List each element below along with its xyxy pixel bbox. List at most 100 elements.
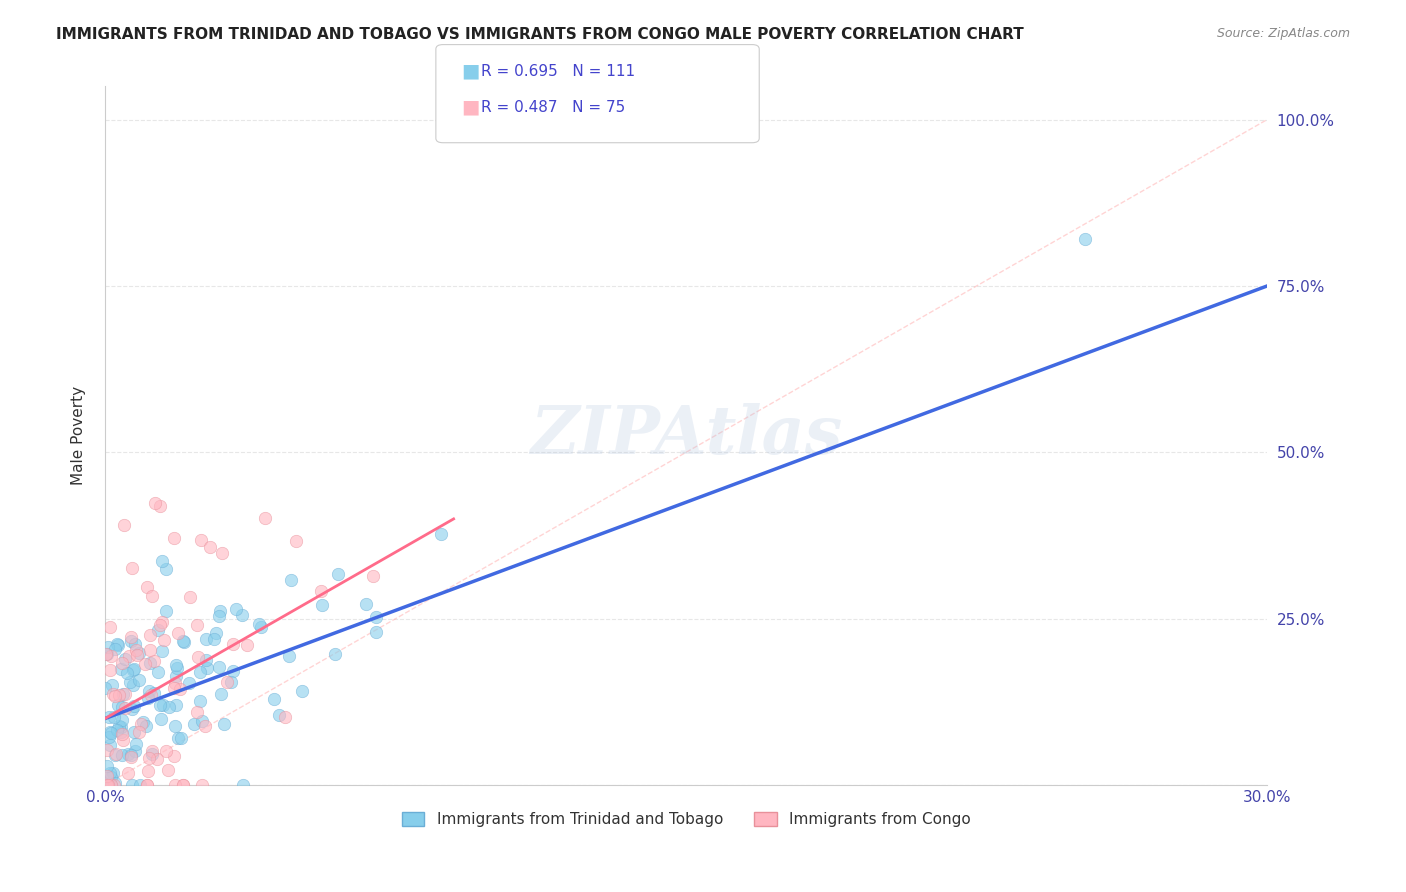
Immigrants from Congo: [149, 499, 172, 513]
Immigrants from Congo: [96, 769, 118, 783]
Immigrants from Congo: [211, 546, 233, 560]
Immigrants from Congo: [104, 689, 127, 703]
Immigrants from Trinidad and Tobago: [249, 620, 271, 634]
Immigrants from Trinidad and Tobago: [121, 702, 143, 716]
Immigrants from Trinidad and Tobago: [163, 718, 186, 732]
Immigrants from Congo: [111, 727, 134, 741]
Immigrants from Trinidad and Tobago: [96, 778, 118, 792]
Immigrants from Trinidad and Tobago: [183, 717, 205, 731]
Immigrants from Congo: [215, 675, 238, 690]
Immigrants from Trinidad and Tobago: [280, 573, 302, 587]
Immigrants from Trinidad and Tobago: [101, 678, 124, 692]
Immigrants from Congo: [198, 540, 221, 554]
Immigrants from Congo: [134, 657, 156, 672]
Immigrants from Trinidad and Tobago: [188, 665, 211, 679]
Immigrants from Trinidad and Tobago: [219, 675, 242, 690]
Immigrants from Trinidad and Tobago: [204, 626, 226, 640]
Immigrants from Congo: [194, 719, 217, 733]
Immigrants from Trinidad and Tobago: [98, 766, 121, 780]
Immigrants from Trinidad and Tobago: [247, 617, 270, 632]
Immigrants from Trinidad and Tobago: [366, 624, 388, 639]
Immigrants from Congo: [165, 676, 187, 690]
Immigrants from Congo: [105, 747, 128, 761]
Immigrants from Trinidad and Tobago: [135, 719, 157, 733]
Immigrants from Trinidad and Tobago: [103, 641, 125, 656]
Immigrants from Trinidad and Tobago: [225, 602, 247, 616]
Immigrants from Trinidad and Tobago: [98, 725, 121, 739]
Immigrants from Congo: [114, 700, 136, 714]
Immigrants from Congo: [141, 744, 163, 758]
Immigrants from Congo: [361, 569, 384, 583]
Immigrants from Trinidad and Tobago: [111, 748, 134, 763]
Immigrants from Trinidad and Tobago: [129, 778, 152, 792]
Immigrants from Trinidad and Tobago: [101, 766, 124, 780]
Immigrants from Trinidad and Tobago: [208, 604, 231, 618]
Immigrants from Congo: [285, 534, 308, 549]
Immigrants from Congo: [166, 625, 188, 640]
Immigrants from Trinidad and Tobago: [122, 662, 145, 676]
Immigrants from Congo: [150, 615, 173, 629]
Immigrants from Trinidad and Tobago: [112, 687, 135, 701]
Immigrants from Trinidad and Tobago: [222, 664, 245, 678]
Immigrants from Trinidad and Tobago: [94, 681, 117, 695]
Immigrants from Trinidad and Tobago: [208, 660, 231, 674]
Immigrants from Congo: [138, 750, 160, 764]
Immigrants from Congo: [110, 657, 132, 671]
Immigrants from Congo: [100, 649, 122, 664]
Immigrants from Congo: [96, 647, 118, 661]
Immigrants from Trinidad and Tobago: [122, 698, 145, 713]
Immigrants from Trinidad and Tobago: [96, 758, 118, 772]
Immigrants from Congo: [108, 688, 131, 702]
Immigrants from Trinidad and Tobago: [100, 726, 122, 740]
Immigrants from Trinidad and Tobago: [190, 694, 212, 708]
Immigrants from Congo: [100, 778, 122, 792]
Immigrants from Congo: [139, 628, 162, 642]
Immigrants from Trinidad and Tobago: [263, 691, 285, 706]
Y-axis label: Male Poverty: Male Poverty: [72, 386, 86, 485]
Immigrants from Trinidad and Tobago: [124, 744, 146, 758]
Immigrants from Trinidad and Tobago: [364, 610, 387, 624]
Immigrants from Congo: [141, 589, 163, 603]
Text: Source: ZipAtlas.com: Source: ZipAtlas.com: [1216, 27, 1350, 40]
Immigrants from Trinidad and Tobago: [104, 776, 127, 790]
Immigrants from Congo: [96, 743, 118, 757]
Immigrants from Trinidad and Tobago: [125, 738, 148, 752]
Immigrants from Trinidad and Tobago: [104, 747, 127, 762]
Immigrants from Trinidad and Tobago: [139, 657, 162, 671]
Immigrants from Congo: [163, 531, 186, 545]
Immigrants from Trinidad and Tobago: [114, 652, 136, 666]
Immigrants from Trinidad and Tobago: [232, 778, 254, 792]
Immigrants from Congo: [96, 778, 118, 792]
Immigrants from Trinidad and Tobago: [328, 566, 350, 581]
Immigrants from Trinidad and Tobago: [111, 700, 134, 714]
Immigrants from Trinidad and Tobago: [107, 698, 129, 712]
Text: ZIPAtlas: ZIPAtlas: [530, 403, 842, 468]
Immigrants from Trinidad and Tobago: [209, 687, 232, 701]
Immigrants from Trinidad and Tobago: [311, 598, 333, 612]
Immigrants from Trinidad and Tobago: [354, 597, 377, 611]
Text: ■: ■: [461, 97, 479, 117]
Immigrants from Congo: [136, 581, 159, 595]
Text: R = 0.695   N = 111: R = 0.695 N = 111: [481, 64, 636, 78]
Immigrants from Trinidad and Tobago: [110, 720, 132, 734]
Immigrants from Trinidad and Tobago: [111, 713, 134, 727]
Immigrants from Congo: [98, 663, 121, 677]
Immigrants from Trinidad and Tobago: [152, 698, 174, 713]
Immigrants from Trinidad and Tobago: [291, 683, 314, 698]
Immigrants from Congo: [136, 764, 159, 778]
Immigrants from Congo: [236, 639, 259, 653]
Immigrants from Congo: [253, 510, 276, 524]
Immigrants from Congo: [101, 687, 124, 701]
Immigrants from Congo: [163, 749, 186, 764]
Immigrants from Congo: [274, 710, 297, 724]
Immigrants from Congo: [121, 560, 143, 574]
Immigrants from Congo: [112, 518, 135, 533]
Immigrants from Trinidad and Tobago: [179, 676, 201, 690]
Immigrants from Trinidad and Tobago: [149, 712, 172, 726]
Immigrants from Congo: [117, 766, 139, 780]
Immigrants from Congo: [131, 717, 153, 731]
Immigrants from Congo: [149, 618, 172, 632]
Immigrants from Congo: [165, 778, 187, 792]
Immigrants from Trinidad and Tobago: [146, 665, 169, 679]
Immigrants from Trinidad and Tobago: [143, 686, 166, 700]
